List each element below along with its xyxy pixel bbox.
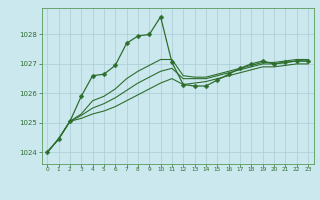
Text: Graphe pression niveau de la mer (hPa): Graphe pression niveau de la mer (hPa)	[58, 184, 262, 193]
